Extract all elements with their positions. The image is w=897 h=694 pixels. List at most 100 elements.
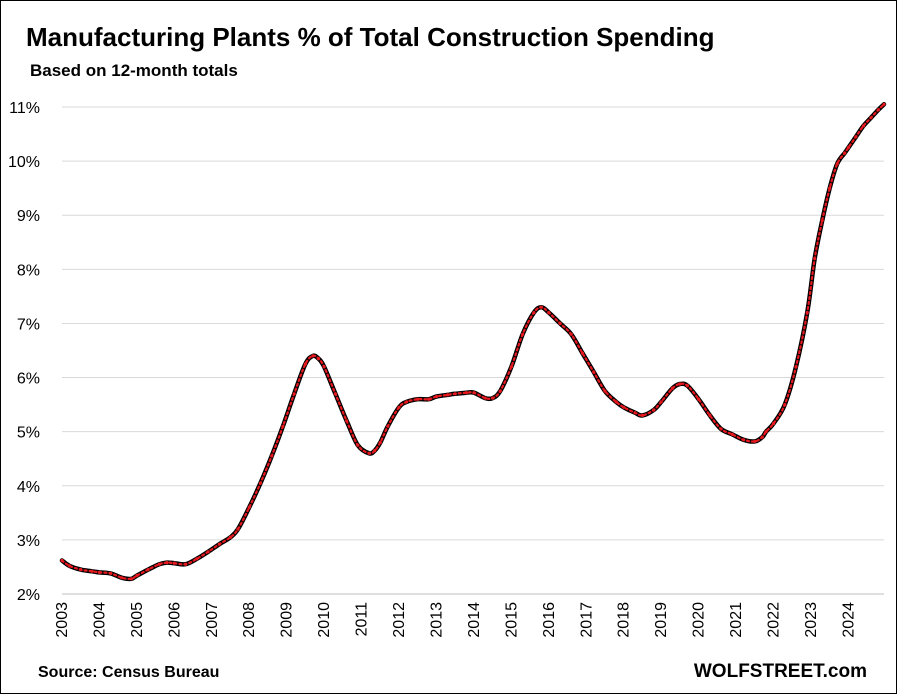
data-point	[876, 108, 881, 112]
source-note: Source: Census Bureau	[38, 664, 220, 681]
x-tick-label: 2010	[316, 602, 333, 638]
y-axis-ticks: 2% 3% 4% 5% 6% 7% 8% 9% 10% 11%	[8, 100, 40, 604]
data-point	[258, 481, 263, 485]
x-tick-label: 2011	[354, 602, 371, 637]
data-point	[97, 570, 101, 575]
data-point	[217, 542, 221, 546]
data-point	[373, 449, 377, 453]
data-point	[281, 424, 285, 428]
data-point	[157, 562, 161, 566]
x-tick-label: 2005	[129, 602, 146, 638]
data-point	[453, 392, 457, 396]
x-tick-label: 2007	[204, 602, 221, 638]
chart-title: Manufacturing Plants % of Total Construc…	[26, 22, 715, 52]
data-point	[760, 435, 764, 439]
data-point	[742, 438, 746, 442]
x-tick-label: 2008	[241, 602, 258, 638]
data-point	[521, 332, 525, 336]
data-point	[120, 576, 124, 580]
data-point	[316, 357, 321, 361]
data-point	[854, 135, 858, 139]
x-tick-label: 2024	[840, 602, 857, 638]
data-point	[427, 397, 431, 401]
data-point	[580, 351, 585, 355]
y-tick-label: 11%	[9, 100, 40, 117]
data-point	[509, 365, 513, 369]
data-point	[416, 397, 420, 401]
data-point	[60, 558, 64, 563]
data-point	[228, 535, 233, 539]
data-point	[697, 397, 701, 401]
data-point	[322, 365, 326, 369]
y-tick-label: 7%	[17, 316, 40, 333]
data-point	[498, 389, 502, 393]
data-point	[472, 391, 476, 395]
data-point	[90, 569, 94, 573]
data-point	[292, 392, 296, 396]
data-point	[670, 386, 675, 390]
data-point	[813, 256, 817, 261]
data-point	[764, 430, 768, 434]
data-point	[708, 413, 712, 417]
data-point	[640, 413, 645, 417]
x-tick-label: 2017	[578, 602, 595, 638]
data-point	[356, 443, 360, 447]
y-tick-label: 5%	[17, 425, 40, 442]
series-line	[59, 102, 887, 582]
brand-logo-text: WOLFSTREET.com	[693, 661, 867, 682]
series-line-dots	[60, 103, 886, 581]
x-tick-label: 2018	[616, 602, 633, 638]
x-tick-label: 2009	[279, 602, 296, 638]
data-point	[446, 393, 450, 397]
data-point	[206, 550, 210, 554]
data-point	[659, 400, 663, 404]
data-point	[603, 389, 607, 393]
data-point	[820, 219, 824, 223]
data-point	[303, 362, 307, 366]
data-point	[622, 405, 626, 409]
data-point	[685, 384, 690, 388]
data-point	[547, 311, 551, 315]
x-tick-label: 2019	[653, 602, 670, 638]
data-point	[614, 400, 618, 404]
data-point	[404, 400, 409, 404]
data-point	[67, 564, 72, 568]
data-point	[882, 102, 886, 106]
x-tick-label: 2012	[391, 602, 408, 638]
x-tick-label: 2013	[428, 602, 445, 638]
chart-subtitle: Based on 12-month totals	[30, 61, 238, 80]
data-point	[558, 321, 562, 325]
data-point	[247, 505, 251, 509]
y-tick-label: 9%	[17, 208, 40, 225]
data-point	[386, 424, 390, 428]
data-point	[165, 561, 169, 565]
data-point	[109, 571, 113, 576]
data-point	[846, 146, 851, 150]
x-tick-label: 2015	[503, 602, 520, 638]
y-tick-label: 2%	[17, 587, 40, 604]
data-point	[483, 396, 487, 400]
data-point	[633, 411, 637, 415]
data-point	[172, 561, 176, 565]
data-point	[569, 332, 573, 336]
x-axis-ticks: 2003 2004 2005 2006 2007 2008 2009 2010 2011 2012…	[54, 602, 857, 638]
data-point	[843, 151, 847, 155]
data-point	[135, 574, 139, 578]
data-point	[539, 305, 543, 309]
x-tick-label: 2003	[54, 602, 71, 638]
data-point	[771, 421, 776, 426]
x-tick-label: 2021	[728, 602, 745, 638]
data-point	[592, 370, 596, 374]
data-point	[730, 432, 734, 436]
data-point	[79, 568, 83, 572]
data-point	[146, 568, 150, 572]
data-point	[434, 394, 439, 399]
data-point	[719, 427, 723, 431]
y-tick-label: 10%	[8, 154, 40, 171]
data-point	[835, 162, 839, 166]
data-point	[464, 391, 468, 395]
data-point	[378, 440, 382, 445]
series-group	[59, 102, 887, 582]
